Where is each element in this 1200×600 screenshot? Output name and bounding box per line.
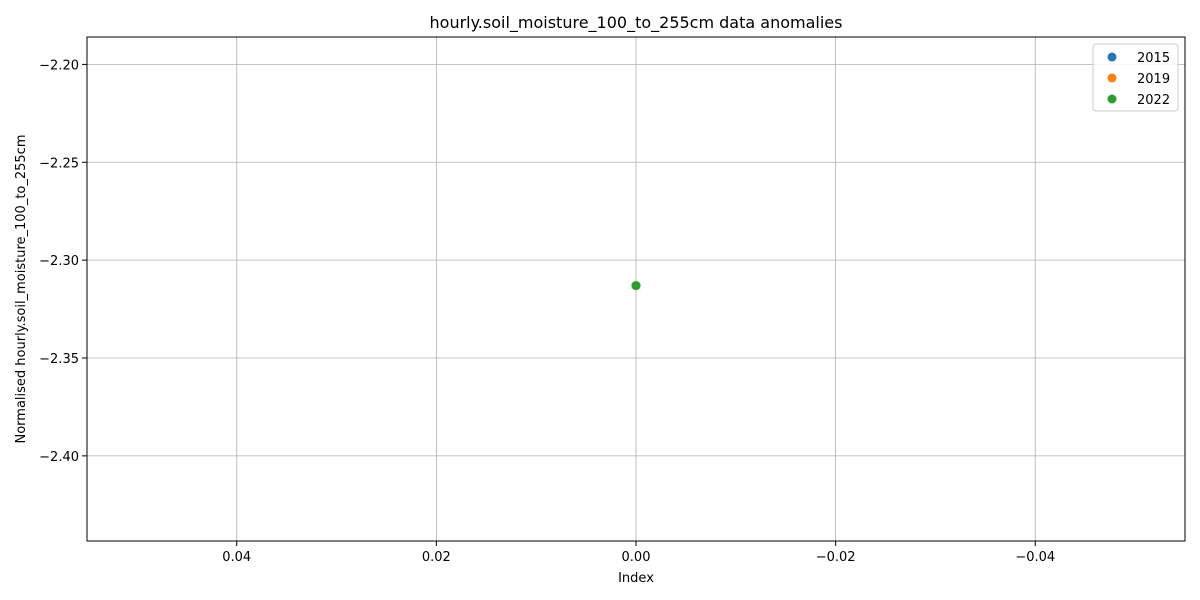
legend-marker-2019 — [1107, 73, 1117, 83]
data-points — [631, 281, 641, 291]
x-tick-label: 0.04 — [222, 550, 251, 565]
x-axis-label: Index — [618, 571, 654, 586]
legend-label: 2015 — [1137, 51, 1170, 66]
legend-label: 2022 — [1137, 93, 1170, 108]
legend-marker-2015 — [1107, 52, 1117, 62]
x-tick-label: −0.04 — [1015, 550, 1055, 565]
y-axis-ticks: −2.20 −2.25 −2.30 −2.35 −2.40 — [39, 58, 87, 465]
x-tick-label: −0.02 — [816, 550, 856, 565]
legend-label: 2019 — [1137, 72, 1170, 87]
scatter-point-2022 — [631, 281, 641, 291]
y-tick-label: −2.35 — [39, 352, 79, 367]
y-axis-label: Normalised hourly.soil_moisture_100_to_2… — [14, 135, 29, 444]
y-tick-label: −2.30 — [39, 254, 79, 269]
y-tick-label: −2.40 — [39, 450, 79, 465]
x-axis-ticks: 0.04 0.02 0.00 −0.02 −0.04 — [222, 541, 1055, 565]
grid-lines — [87, 37, 1185, 541]
y-tick-label: −2.20 — [39, 58, 79, 73]
legend: 2015 2019 2022 — [1092, 43, 1179, 112]
x-tick-label: 0.02 — [422, 550, 451, 565]
x-tick-label: 0.00 — [622, 550, 651, 565]
chart-title: hourly.soil_moisture_100_to_255cm data a… — [430, 13, 843, 33]
y-tick-label: −2.25 — [39, 156, 79, 171]
legend-marker-2022 — [1107, 94, 1117, 104]
